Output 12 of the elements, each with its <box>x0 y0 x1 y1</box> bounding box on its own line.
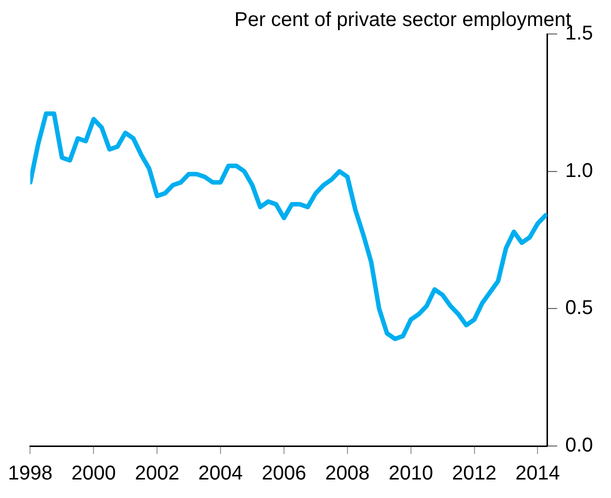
x-tick-label: 2002 <box>134 462 180 485</box>
x-tick-label: 2010 <box>388 462 434 485</box>
y-tick-label: 0.5 <box>565 297 594 320</box>
x-tick-label: 2008 <box>325 462 370 485</box>
x-tick-label: 2012 <box>452 462 497 485</box>
y-tick-label: 0.0 <box>565 434 594 457</box>
x-tick-label: 2000 <box>71 462 116 485</box>
x-tick-label: 2014 <box>515 462 560 485</box>
y-tick-label: 1.0 <box>565 160 594 182</box>
x-tick-label: 2004 <box>198 462 243 485</box>
x-tick-label: 1998 <box>8 462 52 485</box>
x-tick-label: 2006 <box>262 462 306 485</box>
